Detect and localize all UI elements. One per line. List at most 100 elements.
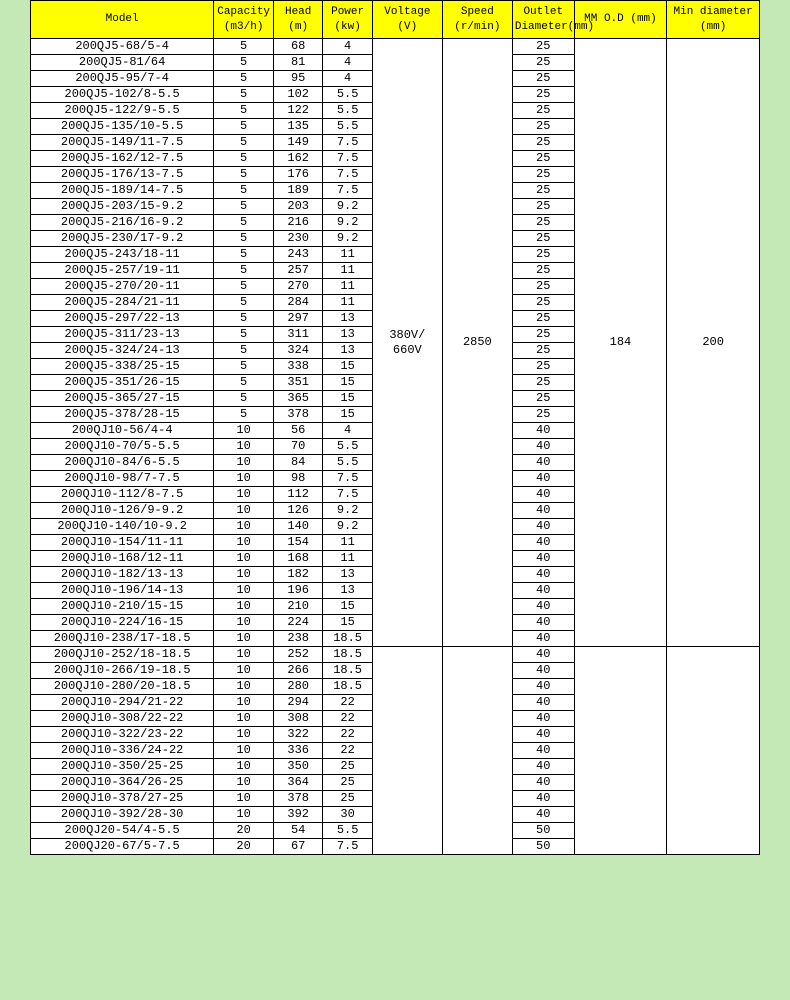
cell-power: 5.5 <box>323 455 372 471</box>
cell-outlet: 25 <box>512 215 574 231</box>
cell-model: 200QJ10-196/14-13 <box>31 583 214 599</box>
cell-power: 22 <box>323 711 372 727</box>
cell-cap: 10 <box>214 535 274 551</box>
cell-model: 200QJ5-149/11-7.5 <box>31 135 214 151</box>
cell-head: 135 <box>273 119 322 135</box>
cell-head: 84 <box>273 455 322 471</box>
cell-outlet: 40 <box>512 503 574 519</box>
cell-model: 200QJ10-140/10-9.2 <box>31 519 214 535</box>
cell-outlet: 25 <box>512 327 574 343</box>
cell-model: 200QJ10-84/6-5.5 <box>31 455 214 471</box>
cell-power: 7.5 <box>323 487 372 503</box>
cell-head: 297 <box>273 311 322 327</box>
cell-head: 176 <box>273 167 322 183</box>
cell-outlet: 40 <box>512 551 574 567</box>
cell-power: 15 <box>323 375 372 391</box>
cell-power: 4 <box>323 423 372 439</box>
cell-outlet: 25 <box>512 119 574 135</box>
cell-outlet: 40 <box>512 663 574 679</box>
cell-power: 11 <box>323 535 372 551</box>
cell-outlet: 25 <box>512 103 574 119</box>
cell-model: 200QJ10-336/24-22 <box>31 743 214 759</box>
cell-head: 149 <box>273 135 322 151</box>
cell-power: 9.2 <box>323 215 372 231</box>
cell-outlet: 40 <box>512 599 574 615</box>
cell-outlet: 40 <box>512 615 574 631</box>
cell-power: 9.2 <box>323 199 372 215</box>
cell-cap: 5 <box>214 327 274 343</box>
cell-cap: 5 <box>214 55 274 71</box>
cell-cap: 10 <box>214 423 274 439</box>
cell-power: 7.5 <box>323 839 372 855</box>
cell-head: 216 <box>273 215 322 231</box>
cell-outlet: 25 <box>512 55 574 71</box>
cell-model: 200QJ5-102/8-5.5 <box>31 87 214 103</box>
cell-outlet: 50 <box>512 839 574 855</box>
cell-outlet: 25 <box>512 151 574 167</box>
cell-outlet: 40 <box>512 759 574 775</box>
cell-cap: 10 <box>214 775 274 791</box>
cell-outlet: 50 <box>512 823 574 839</box>
cell-merged-empty <box>442 647 512 855</box>
cell-cap: 5 <box>214 359 274 375</box>
cell-model: 200QJ10-70/5-5.5 <box>31 439 214 455</box>
cell-model: 200QJ10-182/13-13 <box>31 567 214 583</box>
cell-outlet: 40 <box>512 535 574 551</box>
cell-model: 200QJ5-378/28-15 <box>31 407 214 423</box>
cell-outlet: 25 <box>512 391 574 407</box>
cell-head: 224 <box>273 615 322 631</box>
cell-cap: 5 <box>214 279 274 295</box>
cell-outlet: 25 <box>512 247 574 263</box>
cell-power: 13 <box>323 583 372 599</box>
cell-power: 22 <box>323 727 372 743</box>
cell-mmod: 184 <box>574 39 667 647</box>
header-model: Model <box>31 1 214 39</box>
cell-cap: 5 <box>214 71 274 87</box>
cell-head: 102 <box>273 87 322 103</box>
header-outlet: Outlet Diameter(mm) <box>512 1 574 39</box>
cell-head: 68 <box>273 39 322 55</box>
cell-power: 7.5 <box>323 135 372 151</box>
header-head: Head (m) <box>273 1 322 39</box>
table-row: 200QJ10-252/18-18.51025218.540 <box>31 647 760 663</box>
cell-power: 11 <box>323 279 372 295</box>
cell-cap: 5 <box>214 343 274 359</box>
cell-model: 200QJ10-168/12-11 <box>31 551 214 567</box>
cell-outlet: 25 <box>512 359 574 375</box>
cell-model: 200QJ10-252/18-18.5 <box>31 647 214 663</box>
spec-table: Model Capacity (m3/h) Head (m) Power (kw… <box>30 0 760 855</box>
cell-power: 7.5 <box>323 151 372 167</box>
cell-cap: 10 <box>214 759 274 775</box>
cell-outlet: 40 <box>512 727 574 743</box>
header-speed: Speed (r/min) <box>442 1 512 39</box>
cell-model: 200QJ5-216/16-9.2 <box>31 215 214 231</box>
cell-cap: 20 <box>214 839 274 855</box>
cell-head: 112 <box>273 487 322 503</box>
cell-model: 200QJ5-351/26-15 <box>31 375 214 391</box>
cell-head: 270 <box>273 279 322 295</box>
cell-outlet: 40 <box>512 631 574 647</box>
cell-model: 200QJ5-95/7-4 <box>31 71 214 87</box>
cell-head: 196 <box>273 583 322 599</box>
cell-model: 200QJ10-238/17-18.5 <box>31 631 214 647</box>
cell-merged-empty <box>574 647 667 855</box>
cell-power: 7.5 <box>323 167 372 183</box>
cell-power: 18.5 <box>323 679 372 695</box>
cell-outlet: 40 <box>512 487 574 503</box>
cell-outlet: 40 <box>512 423 574 439</box>
cell-model: 200QJ5-324/24-13 <box>31 343 214 359</box>
cell-head: 266 <box>273 663 322 679</box>
cell-head: 126 <box>273 503 322 519</box>
cell-cap: 5 <box>214 151 274 167</box>
cell-speed: 2850 <box>442 39 512 647</box>
cell-outlet: 40 <box>512 647 574 663</box>
cell-head: 54 <box>273 823 322 839</box>
cell-cap: 5 <box>214 407 274 423</box>
cell-outlet: 25 <box>512 343 574 359</box>
table-body: 200QJ5-68/5-45684380V/ 660V2850251842002… <box>31 39 760 855</box>
cell-power: 9.2 <box>323 503 372 519</box>
cell-power: 25 <box>323 775 372 791</box>
header-capacity: Capacity (m3/h) <box>214 1 274 39</box>
cell-power: 18.5 <box>323 647 372 663</box>
cell-model: 200QJ20-54/4-5.5 <box>31 823 214 839</box>
